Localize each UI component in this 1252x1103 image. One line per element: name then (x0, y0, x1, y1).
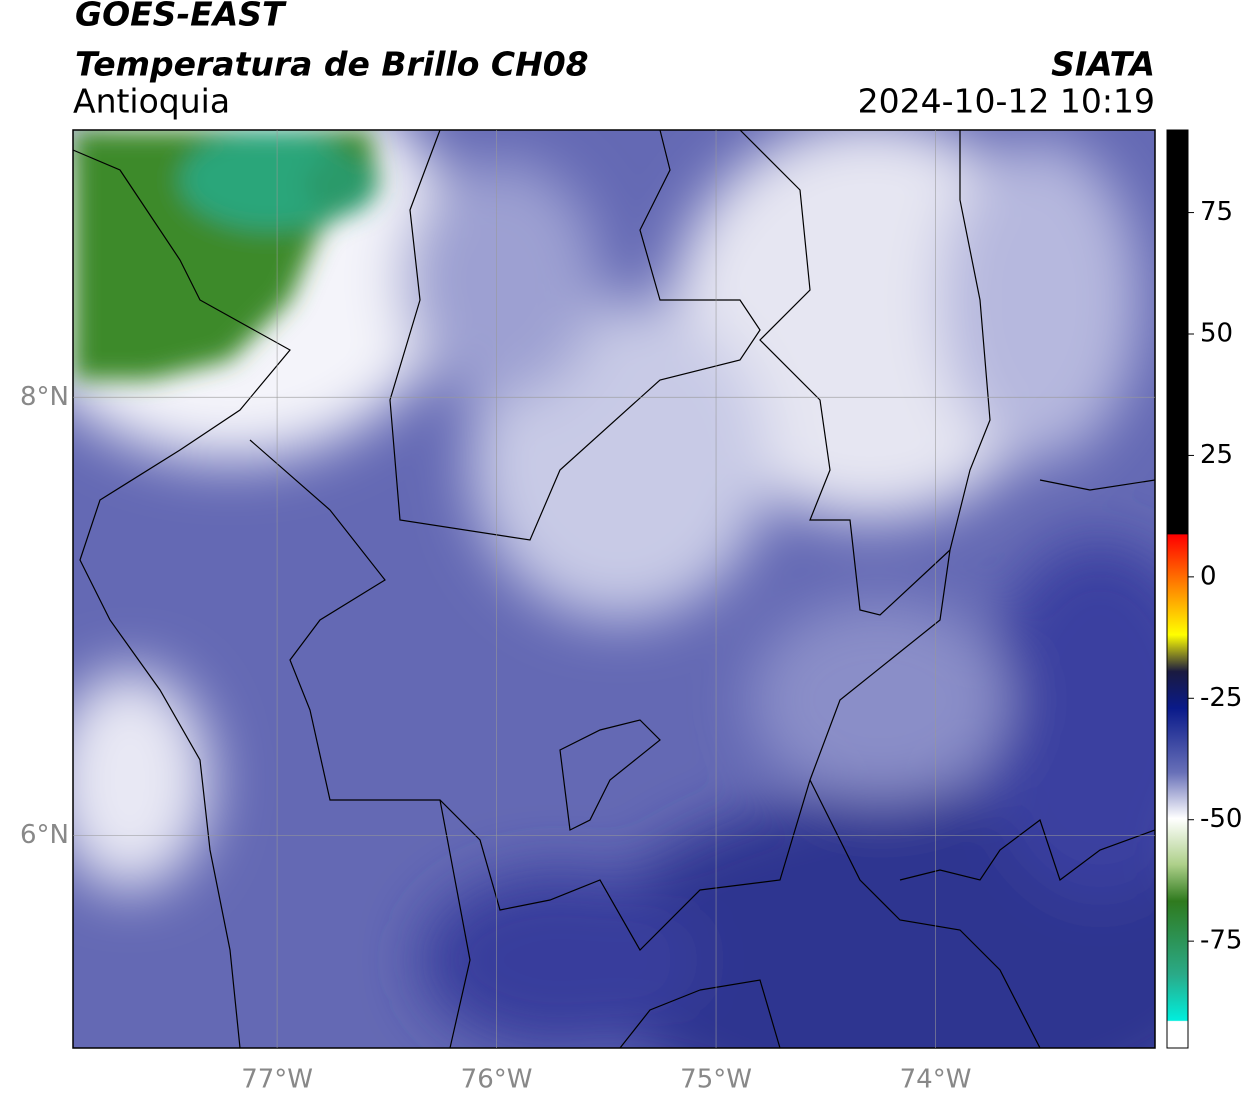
colorbar-tick-label: -25 (1200, 683, 1242, 713)
satellite-image (73, 130, 1155, 1048)
colorbar-tick-label: -50 (1200, 804, 1242, 834)
colorbar-tick-label: 50 (1200, 319, 1233, 349)
y-tick-label: 6°N (20, 820, 69, 850)
colorbar-tick-label: 75 (1200, 197, 1233, 227)
source: SIATA (1051, 45, 1155, 84)
colorbar-tick-label: -75 (1200, 926, 1242, 956)
title: GOES-EAST (75, 0, 287, 34)
y-tick-label: 8°N (20, 382, 69, 412)
colorbar-tick-label: 25 (1200, 440, 1233, 470)
x-tick-label: 76°W (461, 1065, 533, 1095)
region: Antioquia (73, 82, 230, 121)
colorbar (1166, 129, 1189, 1049)
subtitle: Temperatura de Brillo CH08 (75, 45, 589, 84)
x-tick-label: 74°W (900, 1065, 972, 1095)
x-tick-label: 77°W (241, 1065, 313, 1095)
datetime: 2024-10-12 10:19 (858, 82, 1155, 121)
colorbar-tick-label: 0 (1200, 561, 1217, 591)
map-frame (72, 129, 1156, 1049)
x-tick-label: 75°W (680, 1065, 752, 1095)
